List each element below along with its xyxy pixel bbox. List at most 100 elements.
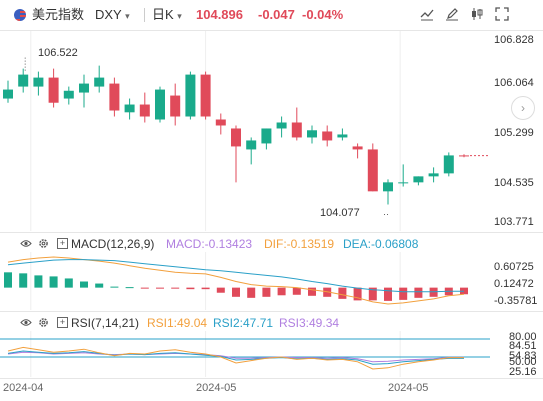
macd-bar [384,287,392,301]
candle-body [109,83,120,111]
rsi-chart[interactable] [0,331,490,377]
candle-body [291,122,302,138]
macd-bar [201,287,210,290]
macd-bar [338,287,347,299]
divider [0,311,543,312]
macd-chart[interactable] [0,252,490,310]
symbol-label: DXY [95,7,122,22]
fullscreen-icon[interactable] [493,7,511,25]
price-change-pct: -0.04% [302,7,344,22]
candle-body [261,128,272,144]
eye-icon[interactable] [20,238,32,249]
macd-value: MACD:-0.13423 [166,237,253,251]
chevron-down-icon: ▾ [125,11,130,21]
macd-bar [216,287,225,293]
candle-body [48,77,59,103]
macd-bar [247,287,256,298]
symbol-selector[interactable]: DXY ▾ [95,7,130,24]
price-tick: 105.299 [494,127,534,139]
candle-body [413,176,424,183]
candle-body [398,182,409,184]
candle-body [307,130,317,138]
macd-bar [64,278,73,288]
macd-label: MACD(12,26,9) [71,237,155,251]
macd-bar [80,281,88,288]
macd-bar [186,287,195,290]
candle-body [94,77,105,87]
date-tick: 2024-05 [196,382,237,394]
timeframe-label: 日K [152,7,174,22]
macd-bar [414,287,423,298]
macd-tick: 0.12472 [494,278,534,290]
macd-bar [19,273,28,288]
macd-bar [49,276,58,288]
eye-icon[interactable] [20,317,32,328]
high-marker-label: 106.522 [38,47,78,59]
candle-body [200,74,211,117]
candle-body [428,173,439,177]
instrument-name: 美元指数 [32,7,85,22]
settings-gear-icon[interactable] [38,317,49,328]
settings-gear-icon[interactable] [38,238,49,249]
dea-value: DEA:-0.06808 [343,237,419,251]
macd-bar [95,283,104,288]
macd-tick: 0.60725 [494,261,534,273]
rsi1-line [7,346,464,370]
rsi1-value: RSI1:49.04 [147,316,208,330]
macd-bar [323,287,332,297]
price-chart[interactable] [0,31,490,231]
candle-body [139,104,150,117]
rsi3-value: RSI3:49.34 [279,316,340,330]
macd-bar [125,287,134,289]
edit-icon[interactable] [443,7,461,25]
rsi-tick: 54.83 [509,350,537,362]
timeframe-selector[interactable]: 日K ▾ [152,7,182,24]
candle-icon[interactable] [468,7,486,25]
dif-line [7,256,465,305]
candle-body [276,122,287,129]
macd-bar [140,287,149,289]
candle-body [352,146,363,150]
rsi-tick: 80.00 [509,331,537,343]
candle-body [79,83,89,93]
candle-body [3,89,13,99]
rsi-tick: 84.51 [509,340,537,352]
macd-bar [34,275,43,288]
macd-bar [308,287,316,296]
candle-body [459,155,469,157]
candle-body [383,182,393,192]
macd-bar [110,286,119,288]
divider [0,232,543,233]
macd-bar [429,287,438,297]
add-indicator-icon[interactable]: + [57,238,68,249]
rsi-tick: 50.00 [509,356,537,368]
candle-body [246,140,257,150]
add-indicator-icon[interactable]: + [57,317,68,328]
us-flag-icon [14,9,26,21]
chevron-right-icon[interactable]: › [511,96,535,120]
macd-bar [156,287,164,289]
line-chart-icon[interactable] [418,7,436,25]
price-tick: 106.064 [494,77,534,89]
macd-bar [292,287,301,295]
quote-header: 美元指数 DXY ▾ 日K ▾ 104.896 -0.047 -0.04% [0,0,543,30]
date-tick: 2024-04 [3,382,44,394]
price-tick: 103.771 [494,216,534,228]
rsi-tick: 25.16 [509,366,537,378]
candle-body [231,128,241,147]
low-marker-label: 104.077 [320,207,360,219]
candle-body [337,134,348,138]
rsi-label: RSI(7,14,21) [71,316,140,330]
candle-body [63,90,74,99]
price-change: -0.047 [258,7,295,22]
macd-bar [232,287,240,297]
macd-bar [399,287,408,300]
divider [0,378,543,379]
rsi2-line [7,350,464,365]
chevron-down-icon: ▾ [177,11,182,21]
candle-body [215,119,226,126]
last-price: 104.896 [196,7,243,22]
date-tick: 2024-05 [388,382,429,394]
candle-body [124,104,135,113]
macd-bar [368,287,377,301]
